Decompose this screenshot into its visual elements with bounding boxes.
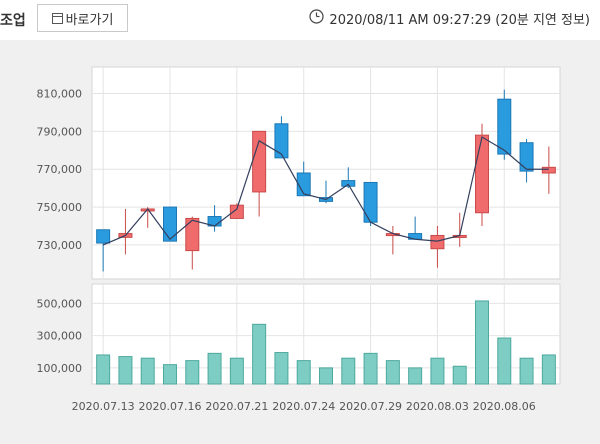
price-ytick-label: 730,000 [37, 239, 83, 252]
volume-bar [319, 367, 333, 385]
volume-bar [363, 352, 378, 385]
candle-body [519, 142, 534, 172]
candle-body [229, 204, 244, 219]
volume-bar [519, 357, 534, 385]
shortcut-button[interactable]: 바로가기 [37, 4, 128, 32]
candle-body [274, 123, 289, 159]
candle-body [541, 166, 556, 174]
xtick-label: 2020.08.03 [406, 400, 469, 413]
window-icon [51, 12, 63, 24]
volume-ytick-label: 100,000 [37, 362, 83, 375]
candle-body [163, 206, 177, 242]
volume-ytick-label: 500,000 [37, 297, 83, 310]
candle-body [475, 134, 489, 214]
price-ytick-label: 790,000 [37, 125, 83, 138]
xtick-label: 2020.07.16 [139, 400, 202, 413]
timestamp-text: 2020/08/11 AM 09:27:29 (20분 지연 정보) [329, 13, 590, 28]
ma-line [102, 136, 549, 246]
price-plot-area [91, 66, 561, 280]
volume-bar [163, 364, 177, 385]
volume-bar [118, 356, 133, 385]
volume-bar [274, 352, 289, 385]
candle-body [497, 98, 512, 155]
volume-bar [430, 357, 445, 385]
volume-bar [296, 360, 311, 385]
candle-body [363, 181, 378, 223]
volume-bar [252, 323, 267, 385]
volume-bar [207, 352, 222, 385]
price-ytick-label: 770,000 [37, 163, 83, 176]
volume-bar [96, 354, 111, 385]
candle-body [296, 172, 311, 197]
volume-ytick-label: 300,000 [37, 330, 83, 343]
xtick-label: 2020.07.13 [72, 400, 135, 413]
xtick-label: 2020.07.21 [205, 400, 268, 413]
volume-bar [385, 360, 400, 385]
xtick-label: 2020.07.24 [272, 400, 335, 413]
candle-body [341, 180, 356, 187]
price-ytick-label: 750,000 [37, 201, 83, 214]
clock-icon [309, 9, 325, 28]
volume-bar [185, 360, 200, 385]
volume-bar [497, 337, 512, 385]
price-ytick-label: 810,000 [37, 88, 83, 101]
section-label: 조업 [0, 13, 26, 29]
candle-body [96, 229, 111, 244]
chart-panel: 810,000 790,000 770,000 750,000 730,000 500,0… [0, 40, 600, 444]
volume-bar [341, 357, 356, 385]
volume-bar [475, 300, 489, 385]
volume-bar [408, 367, 423, 385]
xtick-label: 2020.08.06 [473, 400, 536, 413]
candle-body [185, 217, 200, 252]
candle-body [430, 234, 445, 250]
stock-chart: 810,000 790,000 770,000 750,000 730,000 500,0… [37, 66, 561, 413]
update-timestamp: 2020/08/11 AM 09:27:29 (20분 지연 정보) [309, 9, 590, 28]
xtick-label: 2020.07.29 [339, 400, 402, 413]
volume-bar [452, 365, 467, 385]
volume-bar [140, 357, 155, 385]
top-bar: 조업 바로가기 2020/08/11 AM 09:27:29 (20분 지연 정… [0, 0, 600, 40]
shortcut-label: 바로가기 [65, 12, 114, 28]
volume-bar [229, 357, 244, 385]
volume-bar [541, 354, 556, 385]
